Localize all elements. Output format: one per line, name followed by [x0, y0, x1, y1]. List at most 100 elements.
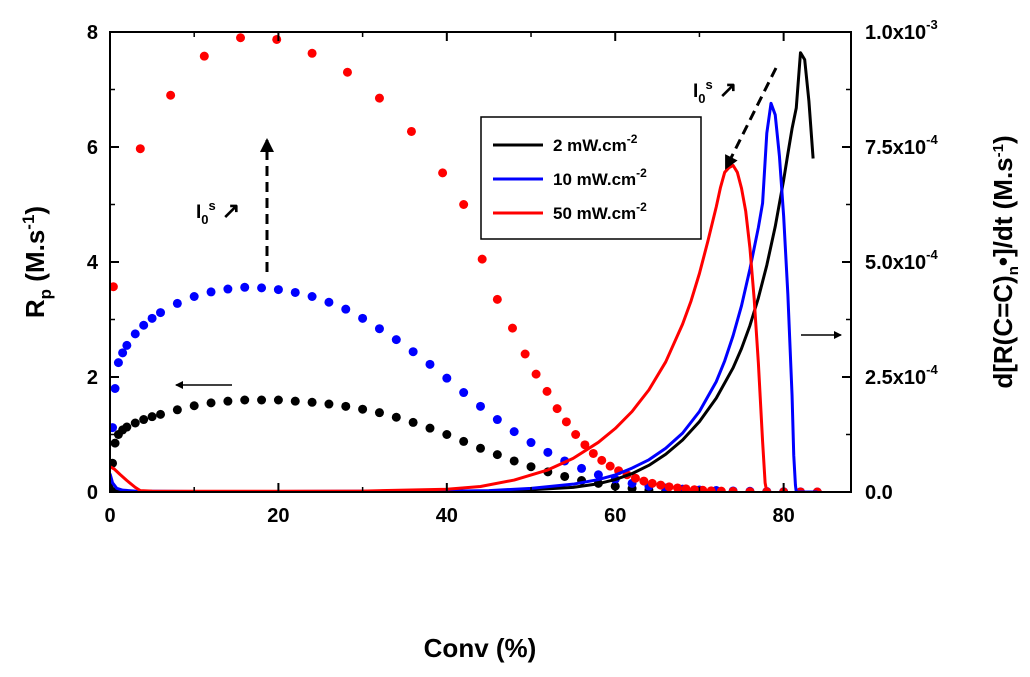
scatter-point [130, 329, 140, 339]
y-right-tick-label: 7.5x10-4 [865, 132, 939, 159]
scatter-point [406, 126, 416, 136]
scatter-point [236, 33, 246, 43]
scatter-point [206, 398, 216, 408]
y-right-tick-label: 0.0 [865, 482, 893, 504]
scatter-point [526, 462, 536, 472]
annotation-left: I0s ↗ [196, 138, 274, 272]
scatter-point [630, 473, 640, 483]
y-right-tick-exp: -3 [926, 17, 938, 32]
scatter-point [130, 418, 140, 428]
y-right-tick-base: 0.0 [865, 482, 893, 504]
scatter-point [492, 450, 502, 460]
scatter-point [477, 254, 487, 264]
scatter-point [647, 478, 657, 488]
scatter-point [257, 395, 267, 405]
scatter-point [552, 404, 562, 414]
scatter-point [358, 313, 368, 323]
scatter-point [593, 470, 603, 480]
scatter-point [118, 348, 128, 358]
scatter-point [374, 324, 384, 334]
y-right-title-rest: •]/dt (M.s [988, 157, 1018, 266]
scatter-point [199, 51, 209, 61]
scatter-point [273, 395, 283, 405]
scatter-point [681, 484, 691, 492]
annotation-right-label: I0s ↗ [693, 77, 737, 106]
scatter-point [139, 320, 149, 330]
scatter-point [542, 386, 552, 396]
legend-label-10mw: 10 mW.cm-2 [553, 166, 647, 189]
y-left-title-sup: -1 [19, 215, 38, 230]
scatter-point [324, 399, 334, 409]
legend-label-50mw: 50 mW.cm-2 [553, 200, 647, 223]
scatter-point [425, 359, 435, 369]
scatter-point [509, 456, 519, 466]
scatter-point [172, 405, 182, 415]
annotation-right: I0s ↗ [693, 67, 778, 170]
y-right-tick-exp: -4 [926, 132, 938, 147]
y-left-title-rest: (M.s [20, 230, 50, 289]
y-right-tick-base: 2.5x10 [865, 367, 926, 389]
y-right-title-sub: n [1005, 266, 1022, 275]
scatter-point [639, 476, 649, 486]
y-left-title-sub: p [36, 289, 55, 299]
scatter-point [147, 412, 157, 422]
scatter-point [425, 423, 435, 433]
scatter-point [442, 373, 452, 383]
y-right-tick-exp: -4 [926, 362, 938, 377]
scatter-point [223, 284, 233, 294]
scatter-point [571, 430, 581, 439]
scatter-point [580, 440, 590, 450]
scatter-point [408, 417, 418, 427]
scatter-point [459, 388, 469, 398]
y-right-tick-label: 5.0x10-4 [865, 247, 939, 274]
scatter-point [476, 443, 485, 453]
scatter-point [438, 168, 448, 178]
scatter-point [342, 67, 352, 77]
scatter-point [526, 438, 536, 448]
legend-label-50mw-base: 50 mW.cm [553, 204, 636, 223]
scatter-point [189, 292, 199, 301]
scatter-point [139, 415, 149, 425]
scatter-point [290, 396, 300, 406]
scatter-point [459, 200, 469, 209]
scatter-point [122, 340, 132, 350]
scatter-point [223, 396, 233, 406]
scatter-point [156, 308, 166, 318]
scatter-point [307, 48, 317, 58]
scatter-point [492, 294, 502, 304]
legend-label-10mw-base: 10 mW.cm [553, 170, 636, 189]
annotation-left-sub: 0 [201, 212, 208, 227]
y-left-tick-label: 2 [87, 367, 98, 389]
y-axis-left-title: Rp (M.s-1) [19, 206, 55, 318]
y-right-tick-base: 5.0x10 [865, 252, 926, 274]
y-left-title-end: ) [20, 206, 50, 215]
annotation-right-sup: s [706, 77, 713, 92]
scatter-point [290, 287, 300, 297]
scatter-point [307, 397, 317, 407]
scatter-point [605, 461, 615, 471]
scatter-point [459, 436, 469, 446]
scatter-point [110, 282, 118, 292]
scatter-point [358, 404, 368, 414]
scatter-point [257, 283, 267, 293]
tick-layer: 0 20 40 60 80024680.02.5x10-45.0x10-47.5x10-… [87, 17, 939, 527]
scatter-point [531, 369, 541, 379]
scatter-point [689, 485, 699, 492]
y-left-tick-label: 4 [87, 252, 99, 274]
scatter-point [408, 347, 418, 357]
scatter-point [508, 323, 517, 333]
scatter-point [273, 285, 283, 295]
y-right-title-sup: -1 [990, 144, 1007, 157]
scatter-point [110, 384, 120, 393]
scatter-point [206, 287, 216, 297]
scatter-point [391, 335, 401, 345]
annotation-left-label: I0s ↗ [196, 198, 240, 227]
scatter-point [728, 486, 738, 492]
scatter-point [110, 423, 118, 433]
scatter-point [543, 447, 553, 457]
scatter-point [664, 482, 674, 492]
scatter-series-50-mw-cm-2 [110, 33, 822, 492]
annotation-right-arrow: ↗ [719, 77, 737, 102]
scatter-point [189, 401, 199, 411]
